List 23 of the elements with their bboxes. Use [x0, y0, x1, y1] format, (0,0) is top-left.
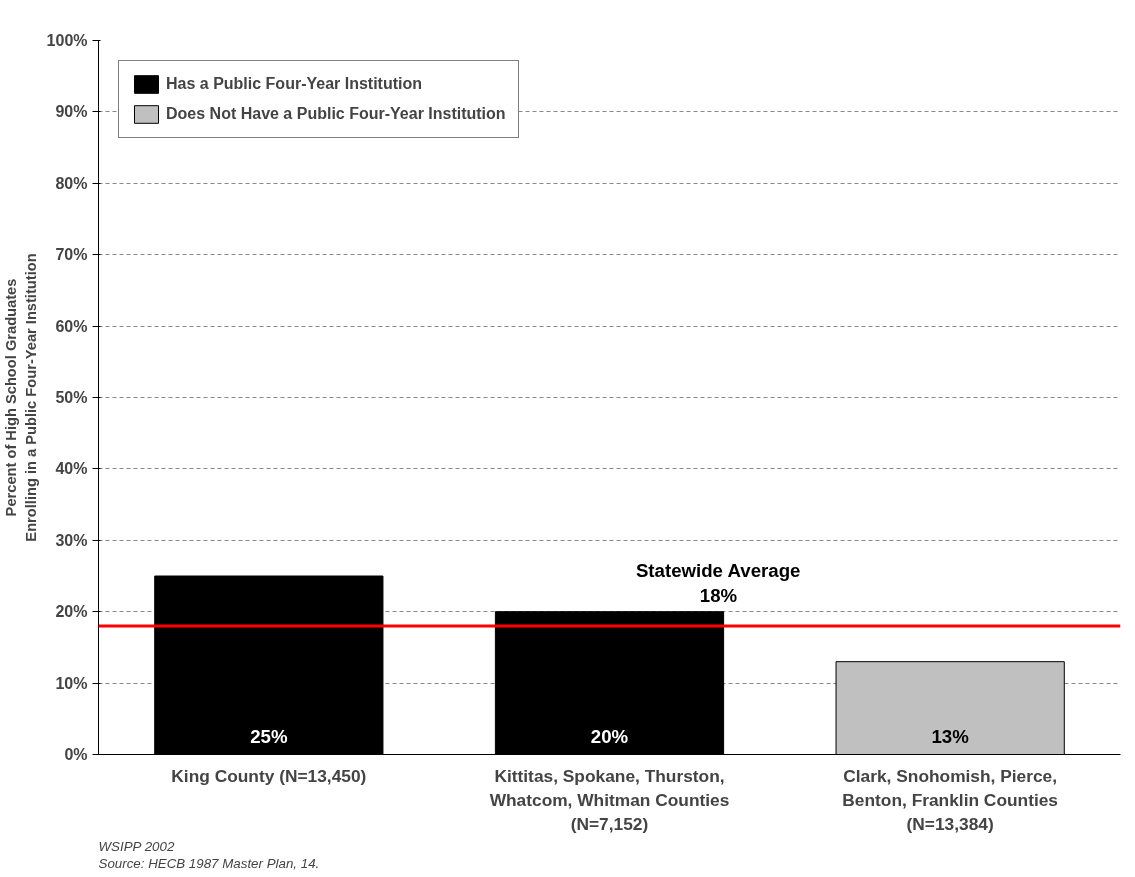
y-tick-label: 70% [55, 246, 88, 264]
y-tick-label: 0% [64, 746, 88, 763]
data-label: 13% [931, 725, 970, 747]
y-tick-label: 60% [55, 317, 88, 335]
y-tick-label: 90% [55, 103, 88, 121]
x-tick-label: Kittitas, Spokane, Thurston, Whatcom, Whitman Counties (N=7,152) [489, 765, 730, 834]
ref-line-label: Statewide Average 18% [635, 559, 801, 606]
x-tick-label: Clark, Snohomish, Pierce, Benton, Franklin Counties (N=13,384) [842, 765, 1058, 834]
data-label: 25% [250, 725, 288, 747]
data-label: 20% [590, 725, 629, 747]
y-tick-label: 10% [55, 674, 88, 692]
legend-label: Has a Public Four-Year Institution [166, 75, 423, 93]
x-tick-label: King County (N=13,450) [171, 765, 367, 786]
y-tick-label: 100% [46, 32, 88, 49]
y-tick-label: 30% [55, 531, 88, 549]
text: WSIPP 2002 [98, 838, 175, 854]
y-tick-label: 40% [55, 460, 88, 478]
legend-label: Does Not Have a Public Four-Year Institution [166, 105, 506, 123]
y-tick-label: 80% [55, 174, 88, 192]
y-axis-title: Percent of High School Graduates Enrolling in a Public Four-Year Institution [3, 253, 39, 542]
y-tick-label: 50% [55, 389, 88, 406]
y-tick-label: 20% [55, 603, 88, 621]
source-note: Source: HECB 1987 Master Plan, 14. [98, 855, 320, 871]
